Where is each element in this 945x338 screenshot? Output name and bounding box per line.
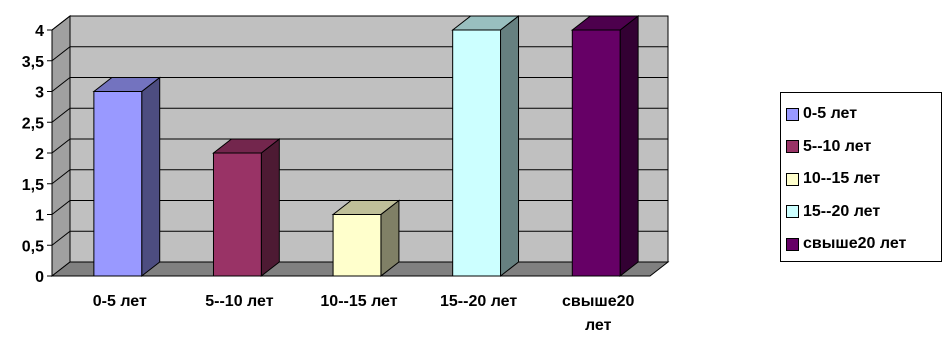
bar-0	[92, 76, 162, 278]
y-tick-label: 0,5	[22, 238, 44, 255]
bar-4	[570, 14, 640, 278]
x-category-label: 15--20 лет	[440, 293, 517, 310]
bar-front	[332, 214, 382, 277]
bar-3	[451, 14, 520, 278]
x-category-label: 10--15 лет	[320, 293, 397, 310]
legend-label-4: свыше20 лет	[803, 235, 907, 253]
legend-label-1: 5--10 лет	[803, 137, 872, 155]
x-category-label: 0-5 лет	[93, 293, 147, 310]
gridline	[51, 15, 668, 31]
legend-swatch-0	[786, 107, 799, 121]
y-tick-label: 0	[35, 269, 44, 286]
y-tick-label: 1,5	[22, 177, 44, 194]
legend-label-2: 10--15 лет	[803, 170, 881, 188]
y-tick-label: 3,5	[22, 54, 44, 71]
y-tick-label: 4	[35, 23, 44, 40]
bar-front	[212, 152, 262, 277]
bar-front	[93, 91, 143, 277]
bar-front	[452, 29, 502, 277]
y-tick-label: 3	[35, 85, 44, 102]
legend-swatch-4	[786, 237, 799, 251]
bar-side	[141, 76, 161, 278]
x-category-label: лет	[585, 317, 612, 334]
legend-item-3: 15--20 лет	[786, 196, 941, 229]
y-axis-ticks: 0 0,5 1 1,5 2 2,5 3 3,5 4	[22, 23, 650, 286]
bar-front	[571, 29, 621, 277]
x-category-label: свыше20	[562, 293, 635, 310]
bars	[92, 14, 640, 278]
y-tick-label: 1	[35, 208, 44, 225]
bar-side	[500, 14, 520, 278]
bar-side	[260, 137, 280, 278]
y-tick-label: 2,5	[22, 115, 44, 132]
legend-item-4: свыше20 лет	[786, 228, 941, 261]
x-axis-labels: 0-5 лет 5--10 лет 10--15 лет 15--20 лет свыш…	[93, 293, 635, 334]
legend-swatch-2	[786, 172, 799, 186]
bar-side	[619, 14, 639, 278]
legend-label-3: 15--20 лет	[803, 202, 881, 220]
bar-2	[331, 199, 401, 278]
legend-swatch-1	[786, 140, 799, 154]
legend: 0-5 лет 5--10 лет 10--15 лет 15--20 лет …	[780, 92, 942, 262]
bar-1	[212, 137, 281, 278]
x-category-label: 5--10 лет	[205, 293, 273, 310]
legend-item-2: 10--15 лет	[786, 163, 941, 196]
legend-swatch-3	[786, 205, 799, 219]
legend-label-0: 0-5 лет	[803, 105, 858, 123]
y-tick-label: 2	[35, 146, 44, 163]
bar-chart: 0 0,5 1 1,5 2 2,5 3 3,5 4 0-5 лет 5--10 лет 10--15…	[22, 14, 670, 334]
legend-item-0: 0-5 лет	[786, 98, 941, 131]
legend-item-1: 5--10 лет	[786, 131, 941, 164]
